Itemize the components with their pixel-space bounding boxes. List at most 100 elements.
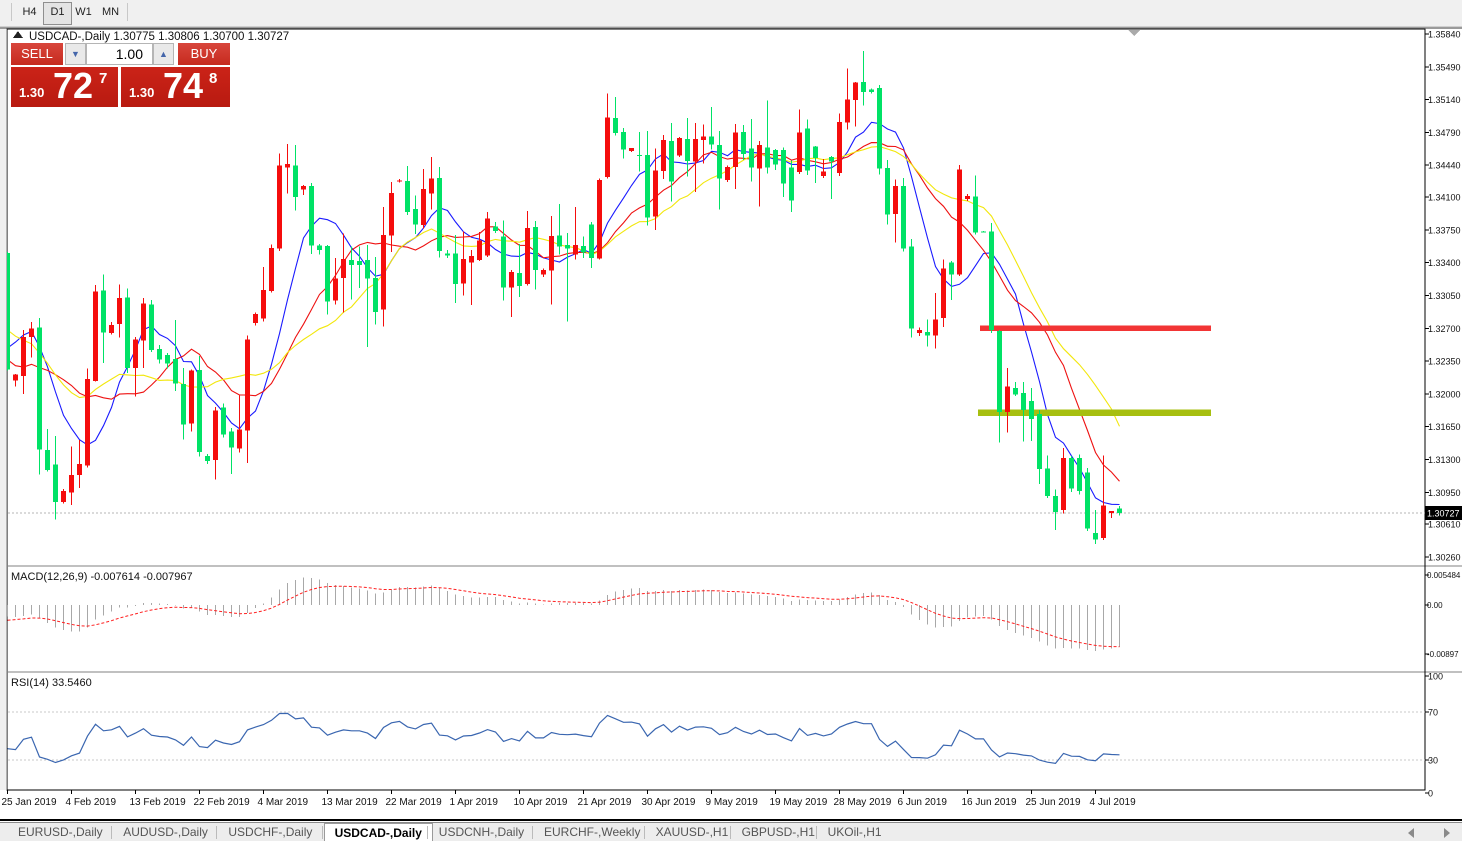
chart-tab-gbpusd-h1[interactable]: GBPUSD-,H1 [741, 825, 815, 839]
candle-wick [639, 132, 640, 172]
macd-histogram-bar [871, 592, 872, 605]
volume-decrease-button[interactable]: ▼ [65, 43, 86, 65]
price-axis-label: 1.34790 [1428, 128, 1461, 138]
tabs-scroll-left-icon[interactable] [1408, 828, 1414, 838]
rsi-line [7, 712, 1120, 765]
macd-histogram-bar [191, 605, 192, 609]
candle-wick [175, 320, 176, 391]
candle-body [125, 297, 130, 368]
price-axis-label: 1.31650 [1428, 422, 1461, 432]
time-axis-label: 22 Feb 2019 [194, 797, 251, 808]
candle-body [629, 147, 634, 151]
volume-increase-button[interactable]: ▲ [153, 43, 174, 65]
candle-body [101, 290, 106, 333]
chart-tab-usdchf-daily[interactable]: USDCHF-,Daily [228, 825, 313, 839]
macd-histogram-bar [39, 605, 40, 619]
candle-body [821, 171, 826, 176]
candle-wick [823, 159, 824, 179]
macd-histogram-bar [703, 589, 704, 605]
macd-histogram-bar [767, 596, 768, 605]
candle-body [757, 145, 762, 169]
macd-histogram-bar [47, 605, 48, 623]
macd-histogram-bar [1007, 605, 1008, 630]
candle-wick [351, 246, 352, 300]
candle-body [397, 180, 402, 182]
time-axis-label: 25 Jun 2019 [1026, 797, 1081, 808]
macd-histogram-bar [639, 588, 640, 605]
macd-histogram-bar [735, 592, 736, 605]
time-axis-label: 13 Mar 2019 [322, 797, 379, 808]
candle-body [365, 259, 370, 279]
buy-button[interactable]: BUY [178, 43, 230, 65]
chart-tab-usdcnh-daily[interactable]: USDCNH-,Daily [438, 825, 525, 839]
chart-tab-xauusd-h1[interactable]: XAUUSD-,H1 [655, 825, 729, 839]
candle-body [205, 456, 210, 462]
candle-body [973, 196, 978, 233]
macd-histogram-bar [479, 597, 480, 605]
ma-line-14 [7, 142, 1120, 482]
support-line[interactable] [978, 409, 1211, 416]
chart-tab-eurusd-daily[interactable]: EURUSD-,Daily [18, 825, 103, 839]
candle-wick [703, 124, 704, 164]
macd-histogram-bar [1055, 605, 1056, 649]
tab-separator [643, 826, 645, 839]
chart-tab-eurchf-weekly[interactable]: EURCHF-,Weekly [544, 825, 641, 839]
macd-histogram-bar [743, 593, 744, 605]
candle-body [213, 410, 218, 460]
timeframe-button-mn[interactable]: MN [101, 6, 120, 18]
candle-body [189, 370, 194, 424]
macd-histogram-bar [247, 605, 248, 613]
volume-input[interactable]: 1.00 [86, 43, 153, 65]
candle-body [269, 247, 274, 291]
candle-body [917, 329, 922, 333]
chart-shift-icon[interactable] [1128, 30, 1140, 36]
candle-body [1077, 458, 1082, 492]
macd-histogram-bar [903, 605, 904, 607]
timeframe-button-d1[interactable]: D1 [43, 2, 72, 25]
candle-body [765, 147, 770, 168]
buy-price-display[interactable]: 1.30 74 8 [121, 65, 230, 107]
macd-histogram-bar [727, 593, 728, 605]
time-axis-label: 4 Jul 2019 [1090, 797, 1137, 808]
candle-body [477, 240, 482, 260]
tabs-scroll-right-icon[interactable] [1444, 828, 1450, 838]
sell-button[interactable]: SELL [11, 43, 63, 65]
candle-body [381, 234, 386, 310]
timeframe-button-w1[interactable]: W1 [75, 6, 92, 18]
candle-wick [767, 100, 768, 174]
chart-tab-usdcad-daily[interactable]: USDCAD-,Daily [323, 823, 433, 841]
candle-body [373, 278, 378, 313]
macd-histogram-bar [119, 605, 120, 608]
resistance-line[interactable] [980, 325, 1211, 332]
price-axis-label: 1.30260 [1428, 553, 1461, 563]
chart-tab-bar: EURUSD-,Daily AUDUSD-,Daily USDCHF-,Daily U… [0, 822, 1462, 841]
candle-body [533, 227, 538, 270]
candle-body [693, 138, 698, 162]
candle-body [1013, 387, 1018, 395]
macd-histogram-bar [143, 603, 144, 605]
candle-body [237, 429, 242, 449]
macd-histogram-bar [1079, 605, 1080, 649]
macd-histogram-bar [959, 605, 960, 621]
candle-body [509, 271, 514, 288]
macd-histogram-bar [647, 590, 648, 605]
candle-body [853, 82, 858, 100]
macd-histogram-bar [319, 579, 320, 605]
sell-price-display[interactable]: 1.30 72 7 [11, 65, 118, 107]
chart-tab-audusd-daily[interactable]: AUDUSD-,Daily [123, 825, 208, 839]
candle-body [1109, 511, 1114, 513]
candle-body [333, 278, 338, 301]
macd-histogram-bar [615, 591, 616, 605]
chart-tab-ukoil-h1[interactable]: UKOil-,H1 [827, 825, 882, 839]
timeframe-button-h4[interactable]: H4 [22, 6, 37, 18]
candle-body [229, 431, 234, 448]
macd-histogram-bar [607, 595, 608, 605]
candle-body [581, 246, 586, 253]
macd-histogram-bar [207, 605, 208, 615]
candle-body [53, 464, 58, 502]
candle-body [389, 193, 394, 236]
macd-histogram-bar [1119, 605, 1120, 647]
time-axis-label: 19 May 2019 [770, 797, 828, 808]
chart-collapse-icon[interactable] [13, 31, 23, 38]
